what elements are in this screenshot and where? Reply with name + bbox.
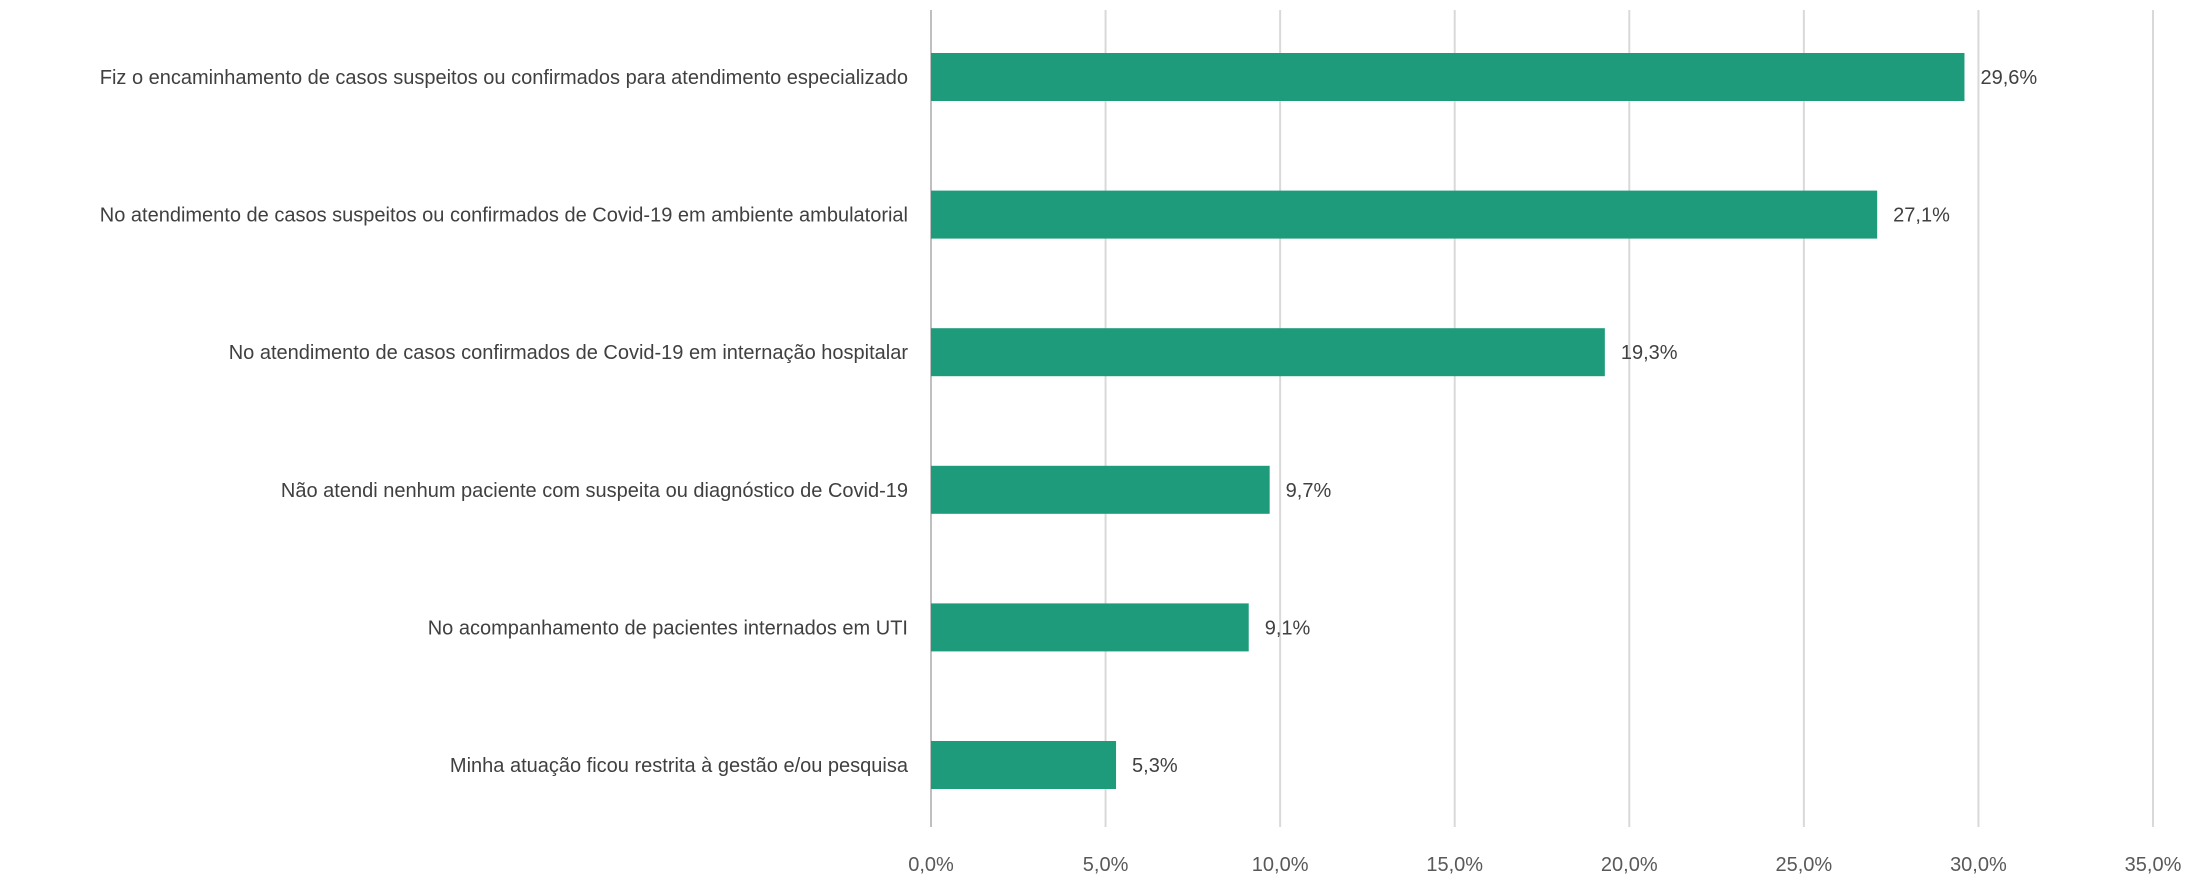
bars — [931, 53, 1965, 789]
value-labels: 29,6% 27,1% 19,3% 9,7% 9,1% 5,3% — [1132, 67, 2037, 777]
value-label: 5,3% — [1132, 755, 1178, 777]
category-label: No atendimento de casos confirmados de C… — [229, 342, 909, 364]
value-label: 19,3% — [1621, 342, 1678, 364]
x-tick-label: 5,0% — [1083, 854, 1129, 875]
x-tick-label: 30,0% — [1950, 854, 2007, 875]
x-tick-label: 35,0% — [2125, 854, 2182, 875]
x-axis-tick-labels: 0,0% 5,0% 10,0% 15,0% 20,0% 25,0% 30,0% 35,0% — [908, 854, 2181, 875]
x-tick-label: 25,0% — [1775, 854, 1832, 875]
category-label: No acompanhamento de pacientes internado… — [428, 617, 908, 639]
x-tick-label: 15,0% — [1426, 854, 1483, 875]
bar — [931, 328, 1605, 377]
bar — [931, 465, 1270, 514]
x-tick-label: 20,0% — [1601, 854, 1658, 875]
x-tick-label: 0,0% — [908, 854, 954, 875]
value-label: 9,7% — [1286, 480, 1332, 502]
category-labels: Fiz o encaminhamento de casos suspeitos … — [100, 67, 909, 777]
bar — [931, 741, 1117, 789]
value-label: 9,1% — [1265, 617, 1311, 639]
bar — [931, 53, 1965, 101]
x-tick-label: 10,0% — [1252, 854, 1309, 875]
category-label: Minha atuação ficou restrita à gestão e/… — [450, 755, 909, 777]
value-label: 27,1% — [1893, 205, 1950, 227]
category-label: Não atendi nenhum paciente com suspeita … — [281, 480, 908, 502]
value-label: 29,6% — [1980, 67, 2037, 89]
category-label: Fiz o encaminhamento de casos suspeitos … — [100, 67, 908, 89]
category-label: No atendimento de casos suspeitos ou con… — [100, 205, 908, 227]
bar — [931, 190, 1878, 239]
bar — [931, 603, 1249, 652]
grid-lines — [930, 10, 2154, 827]
